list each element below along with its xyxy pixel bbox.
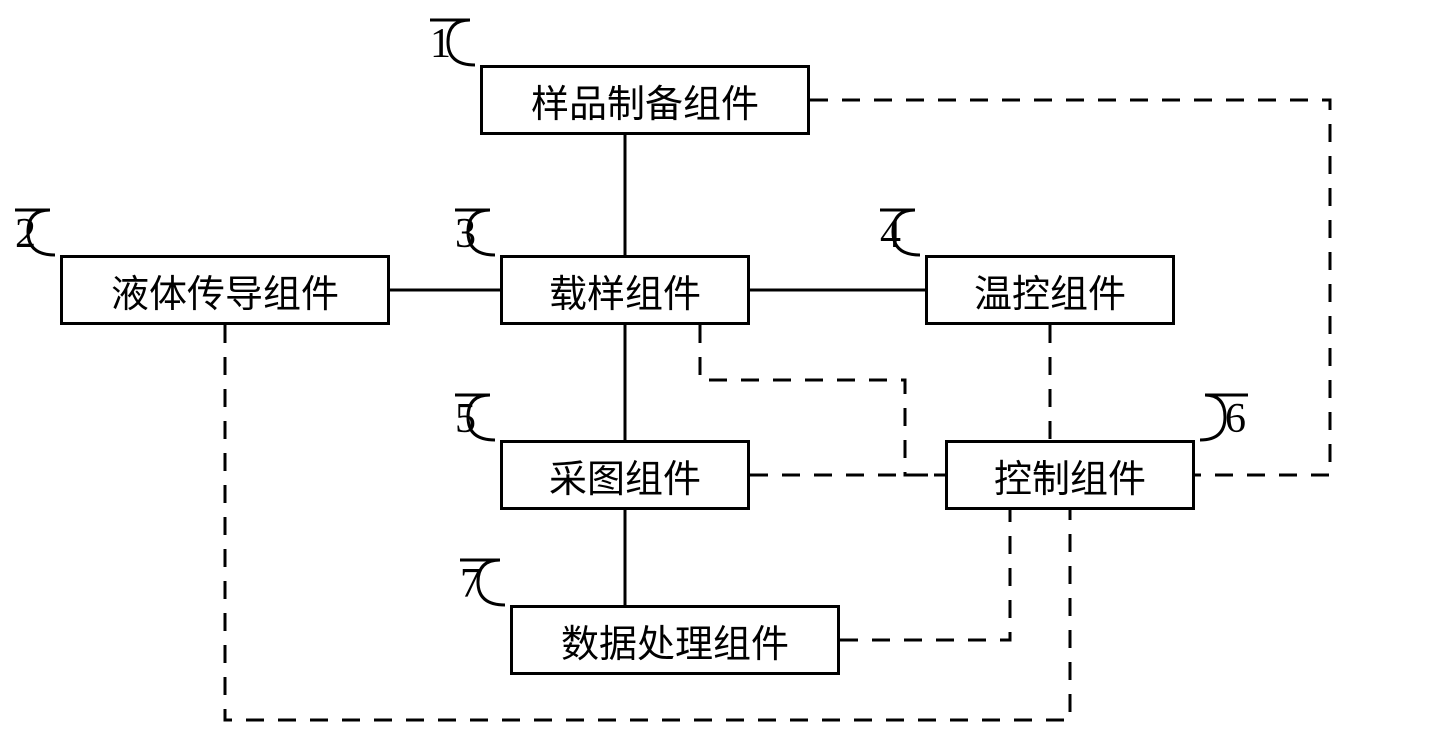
node-label: 样品制备组件 — [531, 73, 759, 128]
node-num-4: 4 — [880, 210, 901, 258]
node-sample-prep: 样品制备组件 — [480, 65, 810, 135]
node-num-5: 5 — [455, 395, 476, 443]
node-label: 采图组件 — [549, 448, 701, 503]
node-label: 载样组件 — [549, 263, 701, 318]
node-label: 控制组件 — [994, 448, 1146, 503]
node-label: 液体传导组件 — [111, 263, 339, 318]
node-sample-carrier: 载样组件 — [500, 255, 750, 325]
node-temp-control: 温控组件 — [925, 255, 1175, 325]
node-controller: 控制组件 — [945, 440, 1195, 510]
node-label: 温控组件 — [974, 263, 1126, 318]
node-liquid-conduction: 液体传导组件 — [60, 255, 390, 325]
node-num-7: 7 — [460, 560, 481, 608]
node-data-processing: 数据处理组件 — [510, 605, 840, 675]
node-num-6: 6 — [1225, 395, 1246, 443]
node-num-1: 1 — [430, 20, 451, 68]
node-num-2: 2 — [15, 210, 36, 258]
node-num-3: 3 — [455, 210, 476, 258]
node-label: 数据处理组件 — [561, 613, 789, 668]
diagram-canvas: 样品制备组件 1 液体传导组件 2 载样组件 3 温控组件 4 采图组件 5 控… — [0, 0, 1441, 750]
node-image-capture: 采图组件 — [500, 440, 750, 510]
